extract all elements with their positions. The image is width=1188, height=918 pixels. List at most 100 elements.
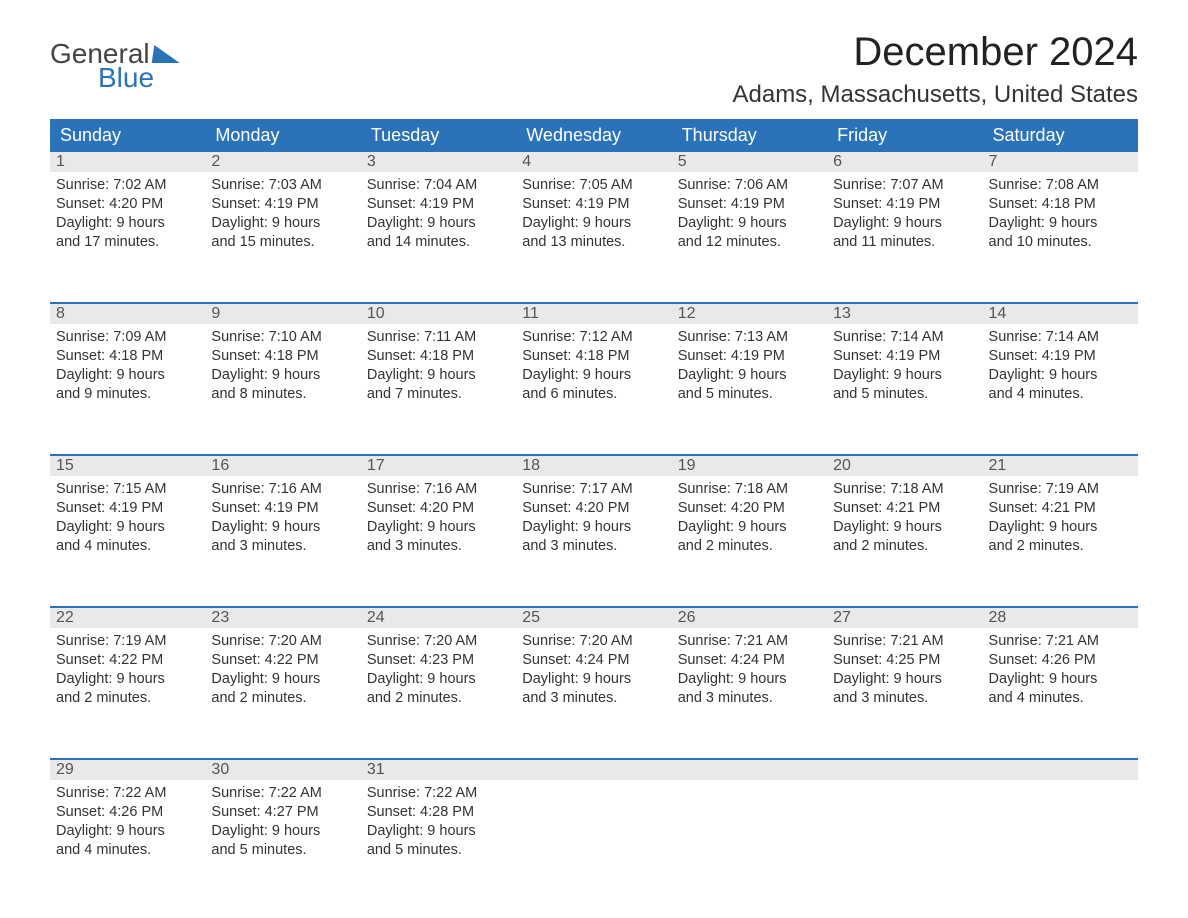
daylight-text-2: and 4 minutes. xyxy=(989,385,1132,404)
sunset-text: Sunset: 4:19 PM xyxy=(367,195,510,214)
day-number: 23 xyxy=(205,608,360,628)
daylight-text-1: Daylight: 9 hours xyxy=(367,518,510,537)
sunrise-text: Sunrise: 7:20 AM xyxy=(211,632,354,651)
sunrise-text: Sunrise: 7:22 AM xyxy=(367,784,510,803)
day-cell: Sunrise: 7:10 AMSunset: 4:18 PMDaylight:… xyxy=(205,324,360,440)
sunrise-text: Sunrise: 7:21 AM xyxy=(833,632,976,651)
day-number: 21 xyxy=(983,456,1138,476)
daylight-text-2: and 8 minutes. xyxy=(211,385,354,404)
weekday-header: Saturday xyxy=(983,119,1138,152)
day-number: 26 xyxy=(672,608,827,628)
day-cell: Sunrise: 7:15 AMSunset: 4:19 PMDaylight:… xyxy=(50,476,205,592)
week-body-row: Sunrise: 7:15 AMSunset: 4:19 PMDaylight:… xyxy=(50,476,1138,592)
weekday-header: Sunday xyxy=(50,119,205,152)
logo-triangle-icon xyxy=(151,45,182,63)
daylight-text-1: Daylight: 9 hours xyxy=(522,366,665,385)
day-body: Sunrise: 7:15 AMSunset: 4:19 PMDaylight:… xyxy=(50,476,205,557)
daylight-text-1: Daylight: 9 hours xyxy=(211,518,354,537)
day-body xyxy=(827,780,982,786)
week-body-row: Sunrise: 7:09 AMSunset: 4:18 PMDaylight:… xyxy=(50,324,1138,440)
day-cell: Sunrise: 7:21 AMSunset: 4:26 PMDaylight:… xyxy=(983,628,1138,744)
day-body: Sunrise: 7:09 AMSunset: 4:18 PMDaylight:… xyxy=(50,324,205,405)
daylight-text-2: and 4 minutes. xyxy=(989,689,1132,708)
day-body: Sunrise: 7:16 AMSunset: 4:20 PMDaylight:… xyxy=(361,476,516,557)
daylight-text-1: Daylight: 9 hours xyxy=(833,366,976,385)
day-cell: Sunrise: 7:08 AMSunset: 4:18 PMDaylight:… xyxy=(983,172,1138,288)
sunrise-text: Sunrise: 7:13 AM xyxy=(678,328,821,347)
daylight-text-1: Daylight: 9 hours xyxy=(367,822,510,841)
day-number: 18 xyxy=(516,456,671,476)
daylight-text-2: and 3 minutes. xyxy=(211,537,354,556)
day-body: Sunrise: 7:22 AMSunset: 4:27 PMDaylight:… xyxy=(205,780,360,861)
daylight-text-1: Daylight: 9 hours xyxy=(678,214,821,233)
day-number: 13 xyxy=(827,304,982,324)
sunset-text: Sunset: 4:19 PM xyxy=(211,195,354,214)
daylight-text-1: Daylight: 9 hours xyxy=(56,366,199,385)
day-number: 27 xyxy=(827,608,982,628)
day-body: Sunrise: 7:20 AMSunset: 4:24 PMDaylight:… xyxy=(516,628,671,709)
daylight-text-2: and 2 minutes. xyxy=(211,689,354,708)
day-body: Sunrise: 7:02 AMSunset: 4:20 PMDaylight:… xyxy=(50,172,205,253)
day-number: 15 xyxy=(50,456,205,476)
daynum-strip: 891011121314 xyxy=(50,304,1138,324)
sunrise-text: Sunrise: 7:22 AM xyxy=(211,784,354,803)
sunset-text: Sunset: 4:28 PM xyxy=(367,803,510,822)
calendar: Sunday Monday Tuesday Wednesday Thursday… xyxy=(50,119,1138,896)
title-block: December 2024 Adams, Massachusetts, Unit… xyxy=(732,30,1138,109)
sunset-text: Sunset: 4:26 PM xyxy=(56,803,199,822)
sunset-text: Sunset: 4:24 PM xyxy=(522,651,665,670)
day-body: Sunrise: 7:22 AMSunset: 4:28 PMDaylight:… xyxy=(361,780,516,861)
sunset-text: Sunset: 4:20 PM xyxy=(678,499,821,518)
daylight-text-1: Daylight: 9 hours xyxy=(56,670,199,689)
sunrise-text: Sunrise: 7:18 AM xyxy=(678,480,821,499)
day-cell xyxy=(672,780,827,896)
sunrise-text: Sunrise: 7:08 AM xyxy=(989,176,1132,195)
sunrise-text: Sunrise: 7:10 AM xyxy=(211,328,354,347)
day-cell: Sunrise: 7:04 AMSunset: 4:19 PMDaylight:… xyxy=(361,172,516,288)
daylight-text-1: Daylight: 9 hours xyxy=(678,518,821,537)
daylight-text-1: Daylight: 9 hours xyxy=(989,366,1132,385)
daynum-strip: 1234567 xyxy=(50,152,1138,172)
day-body: Sunrise: 7:20 AMSunset: 4:23 PMDaylight:… xyxy=(361,628,516,709)
day-number: 7 xyxy=(983,152,1138,172)
day-cell: Sunrise: 7:13 AMSunset: 4:19 PMDaylight:… xyxy=(672,324,827,440)
weekday-header-row: Sunday Monday Tuesday Wednesday Thursday… xyxy=(50,119,1138,152)
daylight-text-1: Daylight: 9 hours xyxy=(833,670,976,689)
header-area: General Blue December 2024 Adams, Massac… xyxy=(50,30,1138,109)
sunrise-text: Sunrise: 7:22 AM xyxy=(56,784,199,803)
day-number: 8 xyxy=(50,304,205,324)
daylight-text-1: Daylight: 9 hours xyxy=(522,214,665,233)
week-wrapper: 22232425262728Sunrise: 7:19 AMSunset: 4:… xyxy=(50,606,1138,744)
logo: General Blue xyxy=(50,40,181,92)
daylight-text-1: Daylight: 9 hours xyxy=(367,670,510,689)
day-body: Sunrise: 7:18 AMSunset: 4:21 PMDaylight:… xyxy=(827,476,982,557)
day-cell xyxy=(827,780,982,896)
sunrise-text: Sunrise: 7:18 AM xyxy=(833,480,976,499)
day-body: Sunrise: 7:03 AMSunset: 4:19 PMDaylight:… xyxy=(205,172,360,253)
day-number: 14 xyxy=(983,304,1138,324)
daylight-text-2: and 2 minutes. xyxy=(56,689,199,708)
daylight-text-2: and 7 minutes. xyxy=(367,385,510,404)
day-number: 11 xyxy=(516,304,671,324)
daylight-text-2: and 3 minutes. xyxy=(678,689,821,708)
daylight-text-1: Daylight: 9 hours xyxy=(989,214,1132,233)
daylight-text-2: and 3 minutes. xyxy=(367,537,510,556)
daylight-text-1: Daylight: 9 hours xyxy=(211,366,354,385)
daylight-text-1: Daylight: 9 hours xyxy=(989,518,1132,537)
day-number: 29 xyxy=(50,760,205,780)
day-cell: Sunrise: 7:07 AMSunset: 4:19 PMDaylight:… xyxy=(827,172,982,288)
daylight-text-1: Daylight: 9 hours xyxy=(522,670,665,689)
day-body: Sunrise: 7:21 AMSunset: 4:26 PMDaylight:… xyxy=(983,628,1138,709)
day-number: 31 xyxy=(361,760,516,780)
daylight-text-1: Daylight: 9 hours xyxy=(522,518,665,537)
day-cell: Sunrise: 7:21 AMSunset: 4:24 PMDaylight:… xyxy=(672,628,827,744)
daylight-text-2: and 12 minutes. xyxy=(678,233,821,252)
sunset-text: Sunset: 4:19 PM xyxy=(522,195,665,214)
sunrise-text: Sunrise: 7:20 AM xyxy=(522,632,665,651)
day-cell: Sunrise: 7:18 AMSunset: 4:20 PMDaylight:… xyxy=(672,476,827,592)
day-number: 20 xyxy=(827,456,982,476)
day-body: Sunrise: 7:20 AMSunset: 4:22 PMDaylight:… xyxy=(205,628,360,709)
sunrise-text: Sunrise: 7:14 AM xyxy=(989,328,1132,347)
day-body: Sunrise: 7:14 AMSunset: 4:19 PMDaylight:… xyxy=(983,324,1138,405)
sunrise-text: Sunrise: 7:21 AM xyxy=(678,632,821,651)
